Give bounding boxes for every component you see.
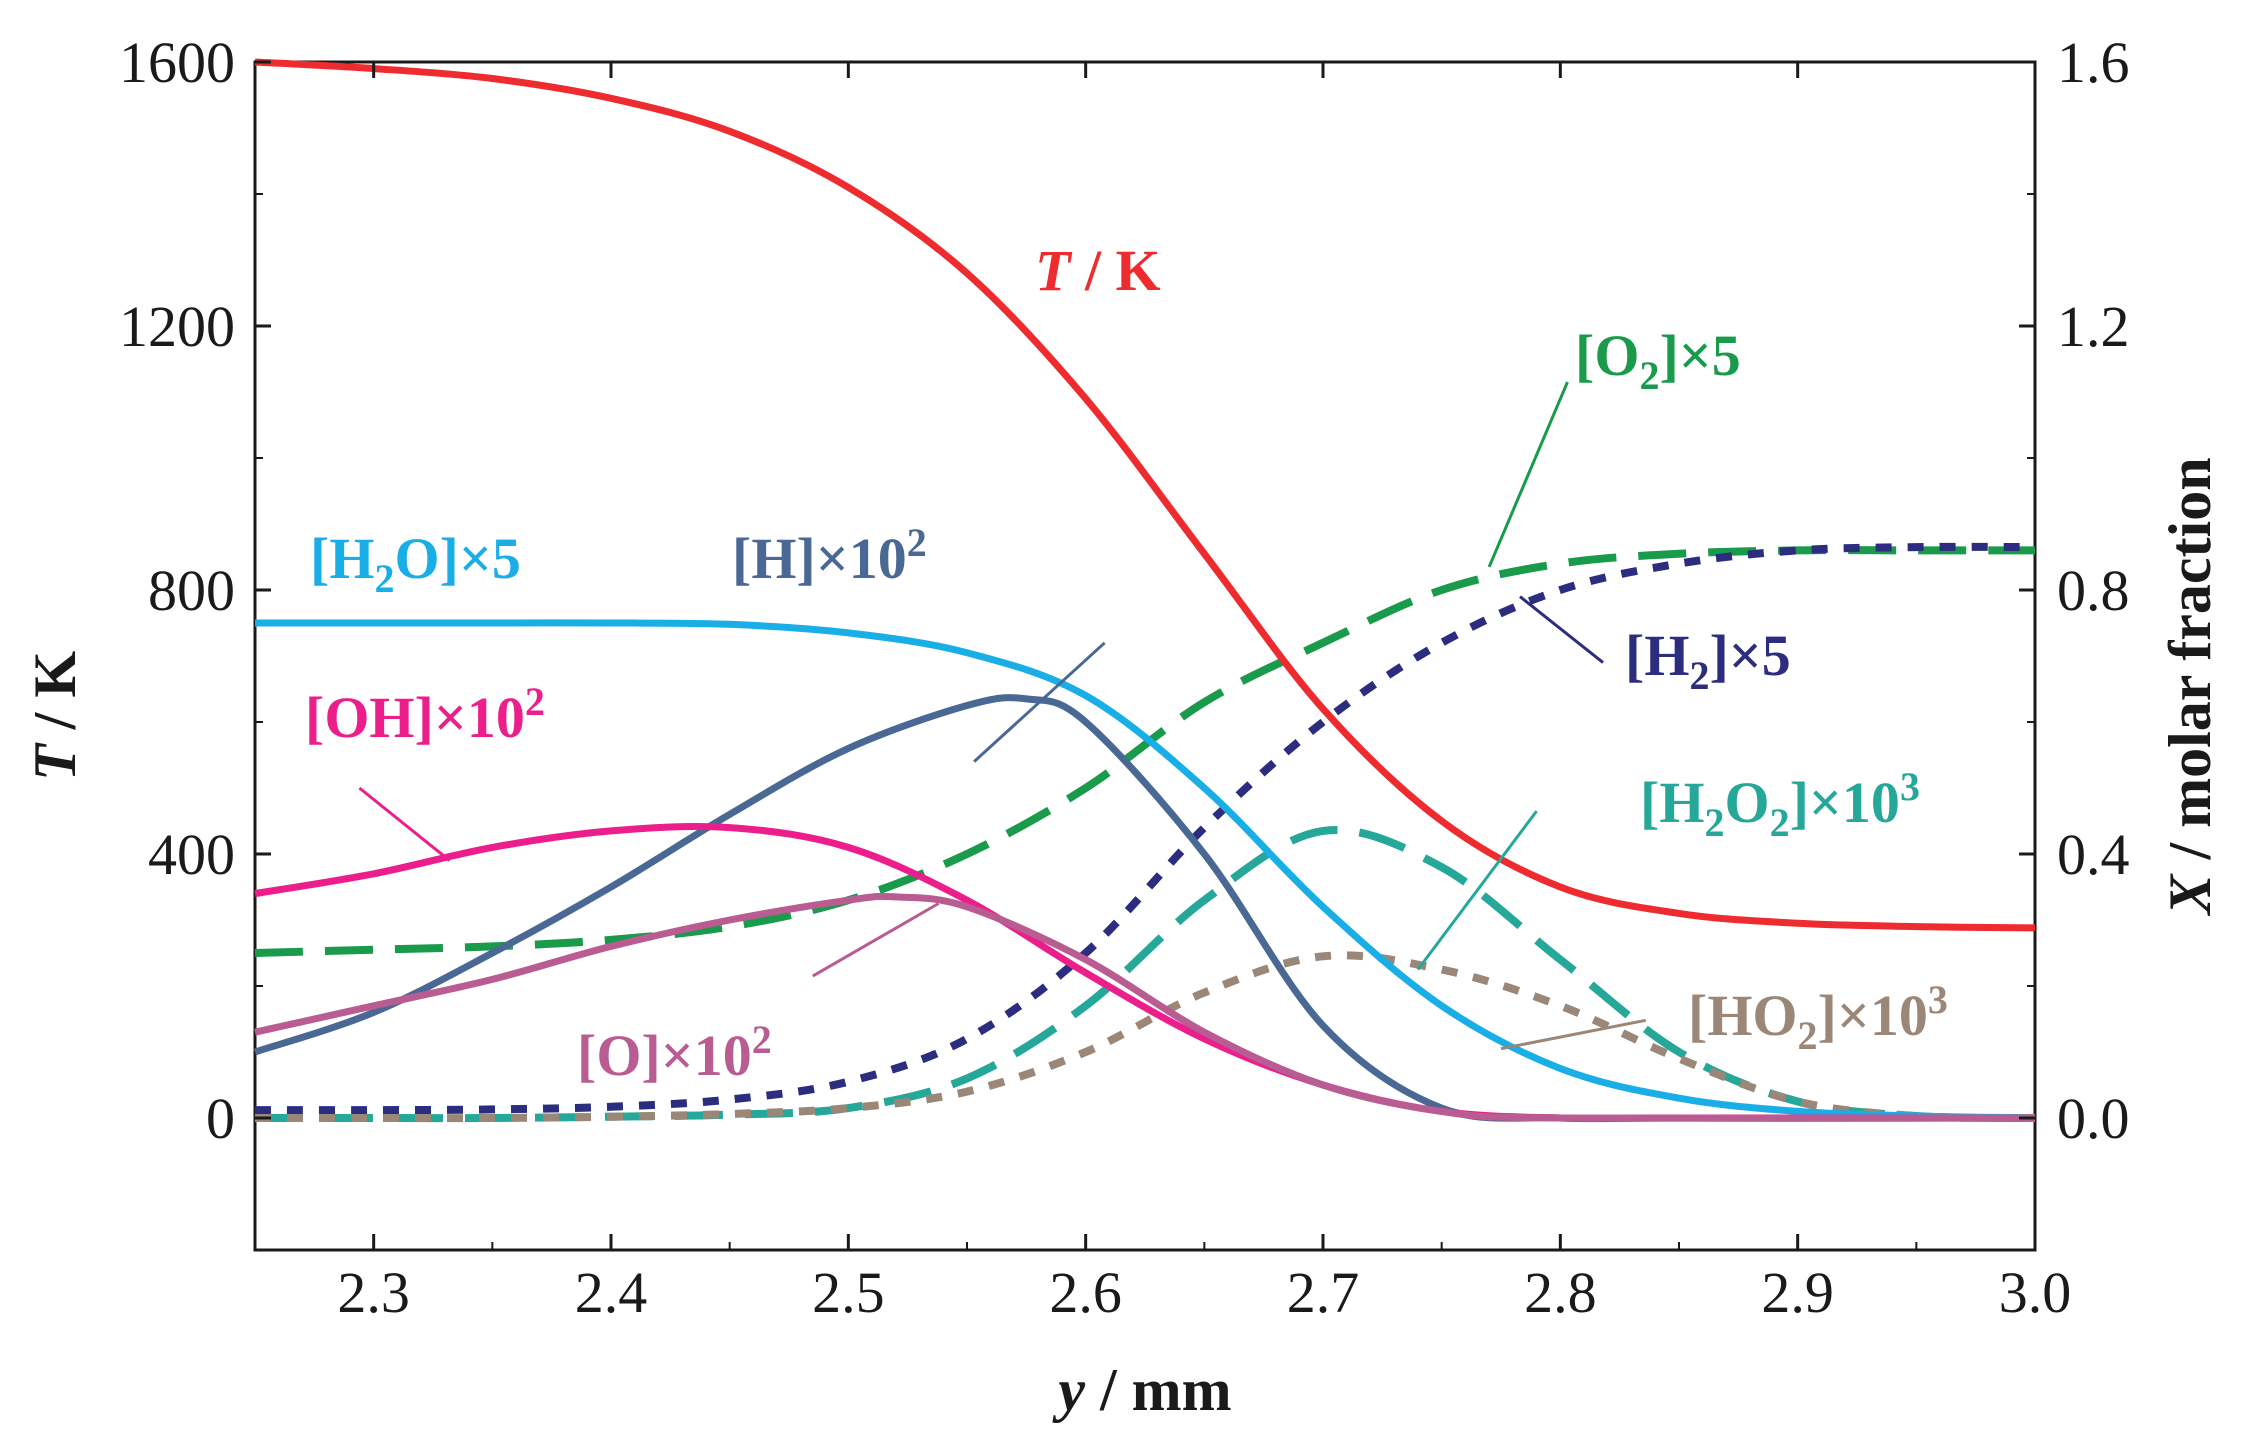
leader-line-o [811, 902, 940, 978]
series-label-h2: [H2]×5 [1625, 623, 1791, 698]
series-line--o-x10-2 [254, 892, 2036, 1122]
leader-line-o2 [1487, 381, 1569, 568]
y-left-tick-label: 0 [206, 1086, 235, 1151]
x-tick-label: 2.8 [1524, 1260, 1597, 1325]
y-right-axis-title: X / molar fraction [2157, 457, 2223, 916]
series-line-t [254, 58, 2036, 932]
y-right-tick-label: 1.2 [2057, 294, 2130, 359]
series-line--h2-x5 [254, 542, 2036, 1115]
leader-line-oh [358, 786, 451, 862]
x-tick-label: 2.9 [1761, 1260, 1834, 1325]
series-label-ho2: [HO2]×103 [1688, 977, 1948, 1058]
leader-line-h2 [1519, 595, 1604, 664]
x-tick-label: 3.0 [1999, 1260, 2072, 1325]
y-left-tick-label: 800 [148, 558, 235, 623]
y-right-tick-label: 0.8 [2057, 558, 2130, 623]
y-left-tick-label: 400 [148, 822, 235, 887]
series-label-layer: T / K [O2]×5 [H2O]×5 [H]×102 [H2]×5 [OH]×102 [… [305, 238, 1948, 1088]
leader-line-h [973, 641, 1106, 763]
series-label-o2: [O2]×5 [1575, 323, 1741, 398]
series-line--h-x10-2 [253, 694, 2035, 1123]
series-label-h2o: [H2O]×5 [310, 526, 521, 601]
series-label-o: [O]×102 [577, 1017, 772, 1088]
series-label-h: [H]×102 [732, 520, 927, 591]
y-right-tick-label: 0.4 [2057, 822, 2130, 887]
series-layer [253, 58, 2036, 1123]
y-left-tick-label: 1600 [119, 30, 235, 95]
series-line--h2o-x5 [254, 619, 2036, 1122]
series-line--o2-x5 [254, 546, 2035, 957]
x-tick-label: 2.4 [575, 1260, 648, 1325]
x-tick-label: 2.5 [812, 1260, 885, 1325]
series-label-oh: [OH]×102 [305, 679, 545, 750]
leader-line-h2o2 [1416, 810, 1538, 971]
x-tick-label: 2.6 [1049, 1260, 1122, 1325]
x-axis-title: y / mm [1052, 1357, 1231, 1423]
y-right-tick-label: 0.0 [2057, 1086, 2130, 1151]
tick-layer: 2.3 2.4 2.5 2.6 2.7 2.8 2.9 3.0 0 400 800 1200 1600 0… [119, 30, 2130, 1325]
series-label-t: T / K [1035, 238, 1161, 303]
series-label-h2o2: [H2O2]×103 [1640, 764, 1920, 845]
leader-line-ho2 [1500, 1018, 1647, 1051]
leader-line-layer [358, 381, 1647, 1051]
x-tick-label: 2.3 [337, 1260, 410, 1325]
x-tick-label: 2.7 [1287, 1260, 1360, 1325]
y-right-tick-label: 1.6 [2057, 30, 2130, 95]
y-left-axis-title: T / K [22, 651, 88, 781]
plot-frame-layer [253, 60, 2037, 1252]
plot-frame [253, 60, 2037, 1252]
y-left-tick-label: 1200 [119, 294, 235, 359]
